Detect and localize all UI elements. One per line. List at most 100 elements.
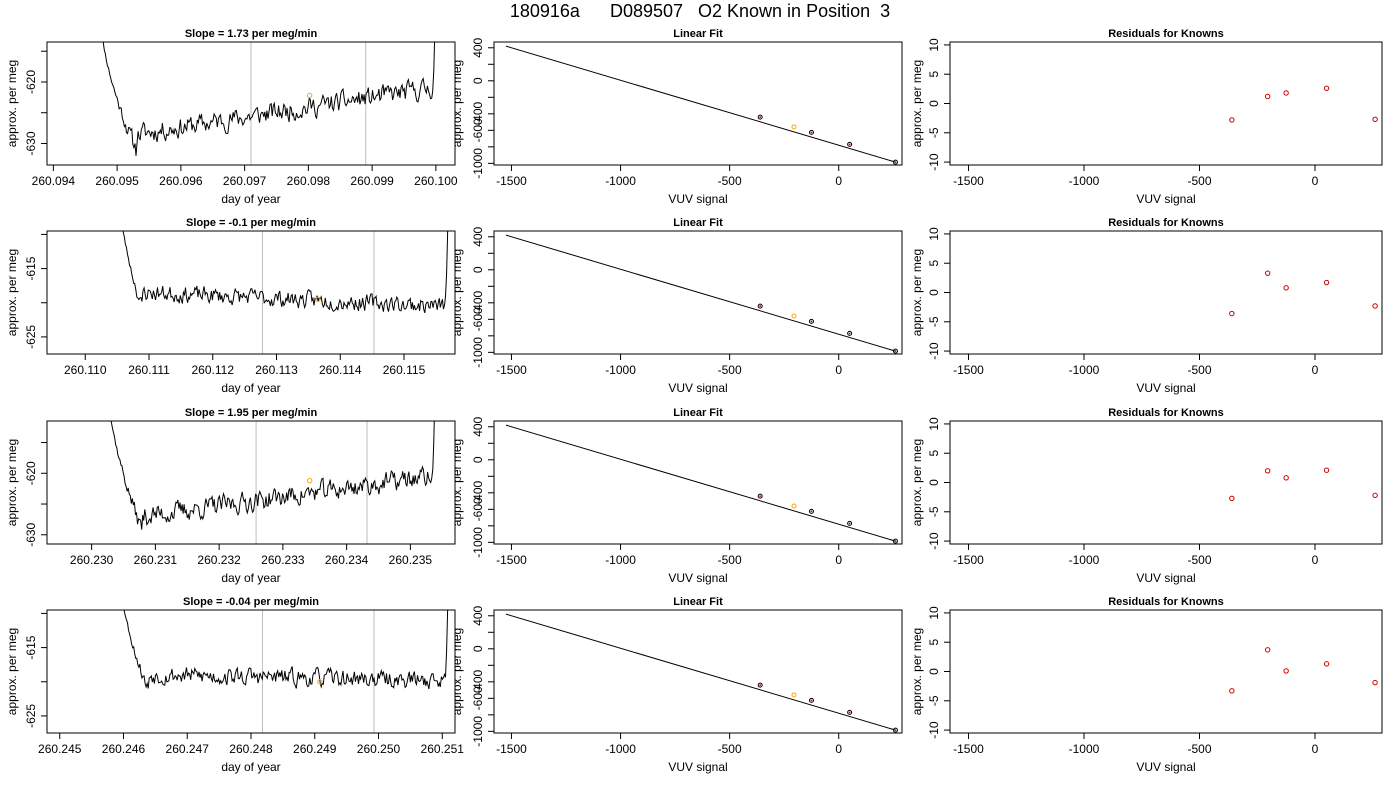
y-tick-label: -10 xyxy=(927,532,941,550)
residual-point xyxy=(1264,93,1271,100)
x-tick-label: 0 xyxy=(835,553,842,567)
y-tick-label: 10 xyxy=(927,227,941,241)
fit-point xyxy=(791,124,797,130)
plot-frame xyxy=(949,420,1383,545)
x-tick-label: -500 xyxy=(718,174,742,188)
signal-trace xyxy=(123,610,449,690)
x-axis-label: day of year xyxy=(221,571,280,585)
fit-point xyxy=(757,303,763,309)
x-tick-label: -500 xyxy=(1187,363,1211,377)
plot-frame xyxy=(949,609,1383,734)
x-tick-label: -1500 xyxy=(953,174,984,188)
fit-point xyxy=(808,129,814,135)
residual-point xyxy=(1323,467,1330,473)
y-tick-label: 400 xyxy=(471,416,485,436)
y-tick-label: 0 xyxy=(927,668,941,675)
residuals-title: Residuals for Knowns xyxy=(1108,28,1224,40)
y-tick-label: -10 xyxy=(927,342,941,360)
x-tick-label: 0 xyxy=(1312,174,1319,188)
plot-frame xyxy=(46,230,456,355)
residual-point xyxy=(1372,679,1378,686)
x-tick-label: 0 xyxy=(1312,553,1319,567)
y-tick-label: 0 xyxy=(927,100,941,107)
y-tick-label: 5 xyxy=(927,71,941,78)
plot-frame xyxy=(493,609,903,734)
residual-point xyxy=(1229,310,1235,317)
fit-point-center xyxy=(848,522,851,525)
y-tick-label: -10 xyxy=(927,153,941,171)
x-tick-label: -1500 xyxy=(496,363,527,377)
y-tick-label: -630 xyxy=(24,131,38,155)
fit-point xyxy=(892,348,898,354)
x-tick-label: -1500 xyxy=(496,553,527,567)
fit-point xyxy=(791,692,797,698)
x-tick-label: -1000 xyxy=(1069,553,1100,567)
y-tick-label: -5 xyxy=(927,695,941,706)
signal-trace xyxy=(122,231,449,314)
fit-point xyxy=(791,313,797,319)
fit-point xyxy=(847,141,853,147)
residual-point xyxy=(1264,270,1271,276)
x-tick-label: -1500 xyxy=(496,174,527,188)
y-tick-label: -5 xyxy=(927,127,941,138)
x-tick-label: 260.233 xyxy=(261,553,305,567)
residual-point xyxy=(1229,117,1235,123)
plot-frame xyxy=(949,230,1383,355)
y-tick-label: 10 xyxy=(927,606,941,620)
x-tick-label: -500 xyxy=(1187,553,1211,567)
x-tick-label: 260.234 xyxy=(325,553,369,567)
y-tick-label: 400 xyxy=(471,605,485,625)
y-tick-label: 0 xyxy=(927,479,941,486)
y-tick-label: 0 xyxy=(471,266,485,273)
fit-point xyxy=(847,709,853,715)
x-axis-label: day of year xyxy=(221,381,280,395)
x-tick-label: 260.099 xyxy=(350,174,394,188)
x-tick-label: -1000 xyxy=(605,174,636,188)
y-tick-label: 0 xyxy=(471,645,485,652)
x-tick-label: -1500 xyxy=(496,742,527,756)
residual-point xyxy=(1323,661,1330,667)
y-tick-label: -400 xyxy=(471,290,485,314)
x-tick-label: 260.098 xyxy=(287,174,331,188)
residual-point xyxy=(1229,688,1235,694)
y-tick-label: -600 xyxy=(471,686,485,710)
x-axis-label: VUV signal xyxy=(1136,571,1195,585)
x-tick-label: 260.097 xyxy=(223,174,267,188)
linear-fit-panel-4: Linear Fit -1500 -1000 -500 0 -1000 -600-400 0 4… xyxy=(450,596,903,774)
x-axis-label: VUV signal xyxy=(1136,381,1195,395)
residuals-panel-4: Residuals for Knowns -1500 -1000 -500 0 -10 -5… xyxy=(910,596,1383,774)
x-tick-label: 260.115 xyxy=(383,363,426,377)
y-tick-label: -1000 xyxy=(471,337,485,368)
plot-frame xyxy=(493,230,903,355)
y-tick-label: 5 xyxy=(927,639,941,646)
known-marker xyxy=(306,477,313,484)
residual-point xyxy=(1323,85,1330,91)
fit-point xyxy=(892,159,898,165)
fit-point-center xyxy=(894,540,897,543)
x-tick-label: 260.114 xyxy=(319,363,362,377)
plot-frame xyxy=(493,41,903,166)
x-axis-label: VUV signal xyxy=(668,381,727,395)
y-tick-label: -620 xyxy=(24,461,38,485)
signal-trace xyxy=(110,421,435,530)
residual-point xyxy=(1372,303,1378,309)
y-tick-label: 0 xyxy=(927,289,941,296)
y-tick-label: -625 xyxy=(24,325,38,349)
y-tick-label: -400 xyxy=(471,101,485,125)
x-tick-label: -500 xyxy=(718,553,742,567)
y-tick-label: -400 xyxy=(471,669,485,693)
x-tick-label: 0 xyxy=(835,742,842,756)
y-tick-label: -600 xyxy=(471,497,485,521)
y-tick-label: -625 xyxy=(24,704,38,728)
time-series-panel-4: Slope = -0.04 per meg/min 260.245 260.246 2… xyxy=(5,596,464,774)
residual-point xyxy=(1283,285,1289,291)
x-tick-label: 260.249 xyxy=(293,742,337,756)
fit-point-center xyxy=(894,729,897,732)
residual-point xyxy=(1283,668,1289,674)
fit-point xyxy=(808,508,814,514)
x-tick-label: 260.246 xyxy=(102,742,146,756)
fit-title: Linear Fit xyxy=(673,407,723,419)
x-tick-label: 260.235 xyxy=(389,553,433,567)
fit-point-center xyxy=(759,684,762,687)
